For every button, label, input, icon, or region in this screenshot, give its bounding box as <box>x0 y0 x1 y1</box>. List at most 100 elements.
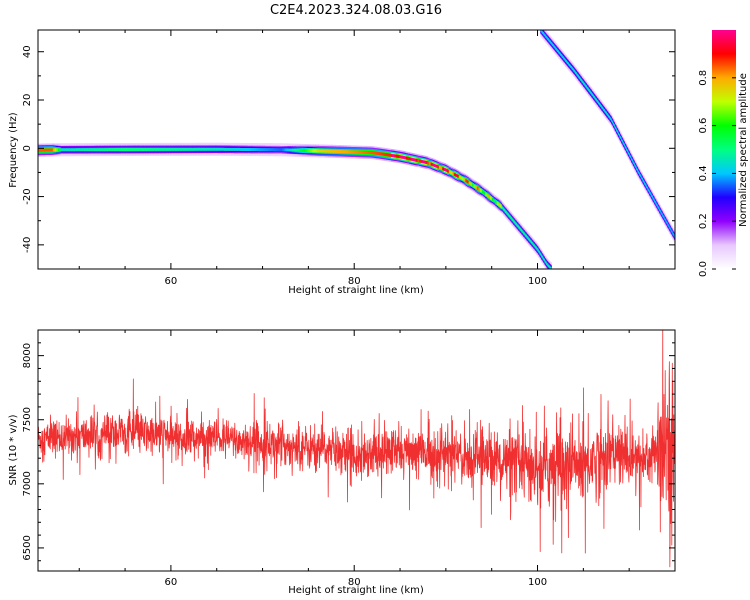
spectrogram-cell <box>410 157 413 161</box>
spectrogram-cell <box>551 42 554 48</box>
spectrogram-cell <box>524 232 527 238</box>
spectrogram-cell <box>105 148 108 152</box>
spectrogram-cell <box>417 159 420 163</box>
spectrogram-cell <box>72 148 75 152</box>
spectrogram-cell <box>371 151 374 155</box>
spectrogram-cell <box>672 231 675 238</box>
spectrogram-cell <box>405 156 409 160</box>
spectrogram-cell <box>461 177 465 181</box>
spectrogram-cell <box>46 148 49 152</box>
spectrogram-cell <box>407 156 410 161</box>
spectrogram-cell <box>432 163 435 167</box>
spectrogram-cell <box>290 148 293 152</box>
spectrogram-cell <box>141 147 145 151</box>
spectrogram-cell <box>123 148 126 151</box>
spectrogram-cell <box>558 50 561 56</box>
spectrogram-cell <box>445 168 448 173</box>
spectrogram-cell <box>506 211 509 217</box>
spectrogram-cell <box>550 40 553 46</box>
spectrogram-cell <box>546 261 549 267</box>
spectrogram-cell <box>80 148 84 152</box>
spectrogram-cell <box>404 156 407 160</box>
spectrogram-cell <box>632 159 635 167</box>
spectrogram-cell <box>321 149 324 153</box>
spectrogram-cell <box>242 147 245 151</box>
spectrogram-ticks: 60 80 100 -40 -20 0 20 40 <box>22 30 676 287</box>
spectrogram-cell <box>277 148 280 152</box>
spectrogram-cell <box>415 158 418 163</box>
spectrogram-cell <box>179 147 183 151</box>
spectrogram-cell <box>614 124 617 132</box>
spectrogram-cell <box>481 189 484 194</box>
spectrogram-cell <box>44 148 47 152</box>
spectrogram-cell <box>344 150 347 154</box>
spectrogram-cell <box>87 148 90 152</box>
spectrogram-cell <box>409 157 412 161</box>
colorbar-ticks: 0.0 0.2 0.4 0.6 0.8 <box>698 70 736 277</box>
spectrogram-cell <box>41 148 44 152</box>
spectrogram-cell <box>115 148 118 152</box>
spectrogram-cell <box>363 150 366 154</box>
spectrogram-cell <box>433 163 437 168</box>
colorbar-tick-label: 0.0 <box>698 261 709 277</box>
spectrogram-cell <box>435 164 438 169</box>
spectrogram-cell <box>397 154 400 159</box>
snr-ticks: 60 80 100 6500 7000 7500 8000 <box>22 329 676 588</box>
spectrogram-cell <box>221 147 224 151</box>
spectrogram-cell <box>341 150 344 154</box>
spectrogram-cell <box>97 148 100 152</box>
spectrogram-cell <box>135 147 138 151</box>
spectrogram-cell <box>300 148 303 152</box>
spectrogram-cell <box>473 184 476 189</box>
spectrogram-cell <box>186 147 189 151</box>
spectrogram-cell <box>339 150 343 154</box>
spectrogram-cell <box>486 193 489 198</box>
spectrogram-cell <box>120 148 123 152</box>
spectrogram-cell <box>359 150 362 154</box>
spectrogram-cell <box>189 147 192 151</box>
spectrogram-cell <box>544 259 547 265</box>
spectrogram-cell <box>560 52 563 58</box>
spectrogram-cell <box>384 152 387 157</box>
spectrogram-trace <box>540 30 675 244</box>
spectrogram-cell <box>84 148 87 152</box>
spectrogram-cell <box>626 147 629 154</box>
spectrogram-cell <box>468 181 471 186</box>
y-tick-label: -20 <box>22 188 33 204</box>
spectrogram-cell <box>184 147 187 151</box>
spectrogram-cell <box>379 152 382 156</box>
spectrogram-cell <box>450 170 453 175</box>
spectrogram-cell <box>657 204 660 211</box>
spectrogram-cell <box>278 148 282 152</box>
spectrogram-cell <box>427 161 430 165</box>
spectrogram-cell <box>376 151 379 155</box>
colorbar-tick-label: 0.6 <box>698 118 709 134</box>
spectrogram-cell <box>541 30 545 36</box>
spectrogram-cell <box>412 157 415 162</box>
spectrogram-cell <box>163 147 166 151</box>
spectrogram-cell <box>516 223 519 229</box>
spectrogram-cell <box>306 149 310 153</box>
spectrogram-cell <box>386 153 389 157</box>
x-tick-label: 60 <box>165 276 178 287</box>
spectrogram-cell <box>156 147 159 151</box>
spectrogram-cell <box>117 148 120 152</box>
spectrogram-cell <box>262 148 265 152</box>
spectrogram-cell <box>148 147 151 151</box>
figure-title: C2E4.2023.324.08.03.G16 <box>270 3 442 18</box>
spectrogram-cell <box>591 92 594 98</box>
spectrogram-cell <box>143 147 146 151</box>
spectrogram-cell <box>346 150 349 154</box>
spectrogram-cell <box>79 148 82 152</box>
spectrogram-cell <box>548 38 551 44</box>
spectrogram-cell <box>351 150 354 154</box>
spectrogram-cell <box>102 148 105 152</box>
spectrogram-cell <box>232 147 235 151</box>
spectrogram-cell <box>338 150 341 154</box>
spectrogram-cell <box>316 149 319 153</box>
spectrogram-cell <box>227 147 230 151</box>
spectrogram-trace <box>38 142 552 269</box>
spectrogram-cell <box>283 148 286 152</box>
spectrogram-cell <box>173 147 176 151</box>
spectrogram-cell <box>198 147 201 151</box>
